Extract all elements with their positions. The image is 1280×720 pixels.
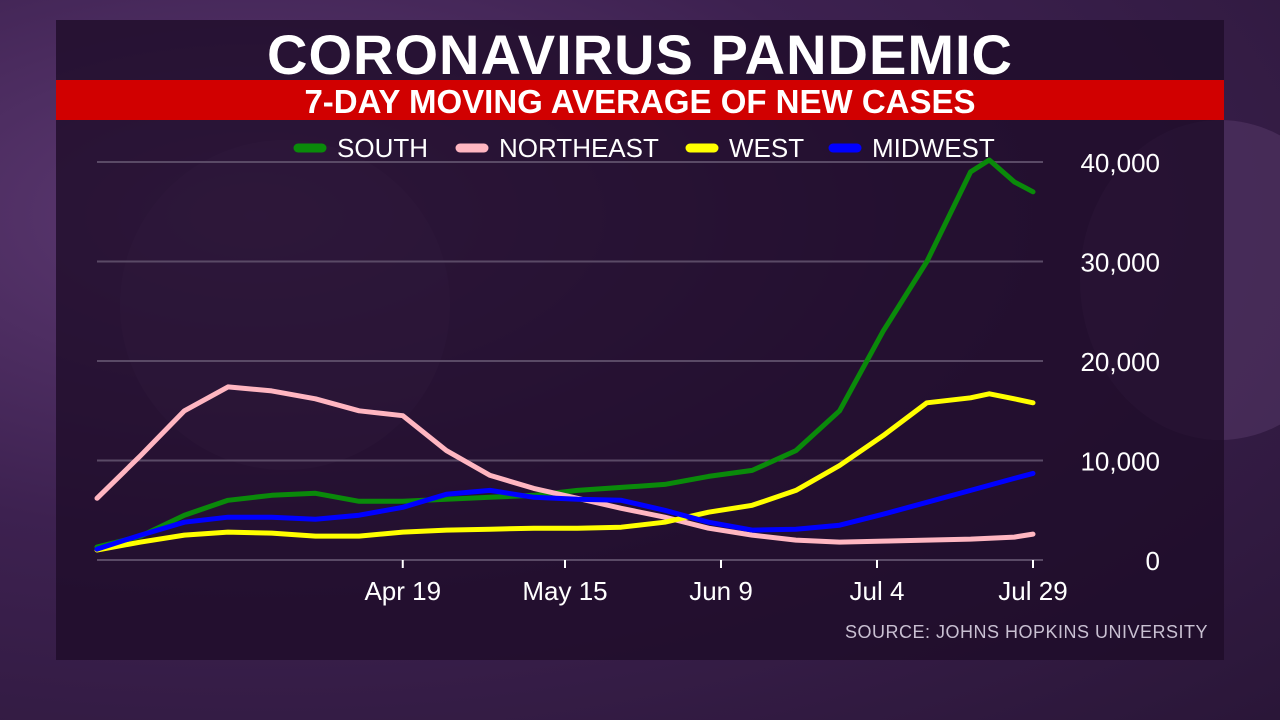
y-tick-label: 0 [1146,546,1160,576]
y-tick-label: 10,000 [1080,447,1160,477]
chart-panel [56,20,1224,660]
y-tick-label: 40,000 [1080,148,1160,178]
y-axis: 0 10,000 20,000 30,000 40,000 [1080,148,1160,576]
x-tick-label: Jul 29 [998,576,1067,606]
x-tick-label: May 15 [522,576,607,606]
legend-label: WEST [729,133,804,163]
series-lines [94,157,1036,553]
y-tick-label: 20,000 [1080,347,1160,377]
legend-label: SOUTH [337,133,428,163]
subtitle-bar: 7-DAY MOVING AVERAGE OF NEW CASES [56,80,1224,120]
series-line-midwest [94,470,1036,552]
legend-label: MIDWEST [872,133,995,163]
x-tick-label: Apr 19 [364,576,441,606]
legend: SOUTH NORTHEAST WEST MIDWEST [293,133,995,163]
source-note: SOURCE: JOHNS HOPKINS UNIVERSITY [844,622,1208,642]
y-tick-label: 30,000 [1080,248,1160,278]
x-axis: Apr 19 May 15 Jun 9 Jul 4 Jul 29 [364,560,1068,606]
page-title: CORONAVIRUS PANDEMIC [267,23,1013,86]
grid-lines [97,161,1043,561]
series-line-south [94,157,1036,550]
series-line-west [94,391,1036,553]
x-tick-label: Jun 9 [689,576,753,606]
x-tick-label: Jul 4 [850,576,905,606]
chart-subtitle: 7-DAY MOVING AVERAGE OF NEW CASES [304,83,976,120]
legend-label: NORTHEAST [499,133,659,163]
